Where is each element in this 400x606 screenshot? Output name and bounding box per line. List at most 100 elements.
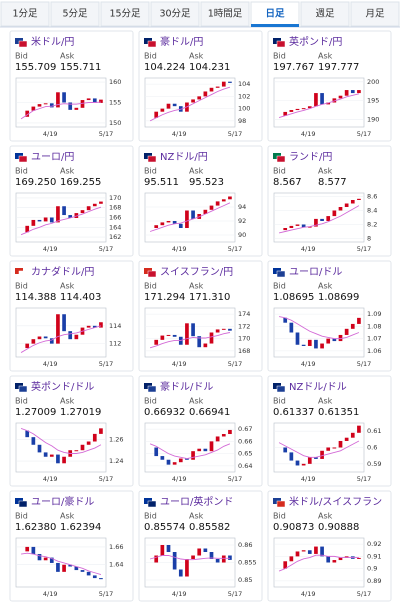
- candle-body: [326, 556, 331, 563]
- x-tick-label: 4/19: [43, 590, 58, 598]
- tab[interactable]: [300, 1, 350, 27]
- tab-label[interactable]: 月足: [365, 9, 385, 20]
- tab-underline: [251, 24, 299, 27]
- candle-body: [301, 224, 306, 228]
- candle-body: [228, 555, 232, 560]
- candle-body: [166, 103, 171, 109]
- ask-label: Ask: [318, 397, 333, 406]
- chart-frame: [144, 422, 236, 473]
- candle-body: [80, 100, 85, 108]
- pair-name[interactable]: NZドル/円: [160, 152, 208, 163]
- candle-body: [209, 205, 214, 210]
- candle-body: [56, 92, 60, 108]
- pair-name[interactable]: 米ドル/スイスフラン: [289, 495, 382, 508]
- tab-label[interactable]: 30分足: [159, 9, 191, 20]
- candle-body: [31, 546, 36, 555]
- pair-name[interactable]: ユーロ/ドル: [289, 267, 342, 278]
- tab[interactable]: [100, 1, 150, 27]
- tab[interactable]: [150, 1, 200, 27]
- candle-body: [25, 343, 30, 349]
- candle-body: [99, 201, 103, 204]
- y-tick-label: 8.2: [367, 221, 377, 229]
- bid-value: 0.85574: [144, 522, 185, 533]
- candle-body: [320, 450, 324, 459]
- y-tick-label: 172: [238, 322, 250, 330]
- candle-body: [31, 339, 36, 344]
- candle-body: [301, 108, 306, 110]
- ask-value: 0.61351: [318, 407, 359, 418]
- candle-body: [295, 551, 300, 557]
- pair-name[interactable]: 豪ドル/ドル: [160, 380, 213, 393]
- x-tick-label: 5/17: [228, 130, 243, 138]
- tab-label[interactable]: 5分足: [62, 9, 88, 20]
- x-tick-label: 5/17: [99, 360, 114, 368]
- candle-body: [307, 550, 312, 554]
- y-tick-label: 174: [238, 310, 250, 318]
- chart-frame: [144, 77, 236, 128]
- candle-body: [295, 224, 300, 226]
- bid-value: 1.62380: [15, 522, 56, 533]
- candle-body: [215, 86, 220, 88]
- bid-label: Bid: [15, 52, 28, 61]
- x-tick-label: 5/17: [228, 590, 243, 598]
- tab[interactable]: [350, 1, 400, 27]
- pair-name[interactable]: 英ポンド/円: [289, 35, 342, 48]
- tab-label[interactable]: 日足: [265, 9, 285, 20]
- candle-body: [166, 545, 171, 552]
- tab[interactable]: [0, 1, 50, 27]
- candle-body: [62, 564, 66, 572]
- bid-label: Bid: [144, 167, 157, 176]
- candle-body: [228, 196, 232, 200]
- y-tick-label: 100: [238, 105, 250, 113]
- bid-value: 114.388: [15, 292, 56, 303]
- candle-body: [344, 328, 349, 335]
- bid-value: 0.66932: [144, 407, 185, 418]
- y-tick-label: 200: [367, 78, 379, 86]
- tab-label[interactable]: 週足: [315, 8, 335, 20]
- pair-name[interactable]: ランド/円: [289, 151, 332, 163]
- candle-body: [197, 448, 202, 452]
- pair-name[interactable]: 英ポンド/ドル: [31, 380, 94, 393]
- pair-name[interactable]: 米ドル/円: [31, 35, 74, 48]
- pair-name[interactable]: カナダドル/円: [31, 265, 94, 278]
- tab-label[interactable]: 1分足: [12, 9, 38, 20]
- bid-value: 1.08695: [273, 292, 314, 303]
- tab[interactable]: [250, 1, 300, 27]
- x-tick-label: 5/17: [357, 590, 372, 598]
- candle-body: [68, 102, 73, 110]
- tab-label[interactable]: 1時間足: [208, 9, 243, 20]
- pair-name[interactable]: ユーロ/英ポンド: [160, 495, 233, 508]
- x-tick-label: 4/19: [172, 245, 187, 253]
- moving-average: [20, 101, 101, 120]
- tab[interactable]: [200, 1, 250, 27]
- ask-value: 1.62394: [60, 522, 101, 533]
- candle-body: [191, 451, 195, 460]
- candle-body: [332, 98, 337, 103]
- chart-frame: [144, 192, 236, 243]
- ask-value: 155.711: [60, 62, 101, 73]
- candle-body: [49, 103, 54, 108]
- y-tick-label: 1.26: [109, 435, 123, 443]
- tab-label[interactable]: 15分足: [109, 9, 141, 20]
- candle-body: [99, 428, 103, 434]
- candle-body: [209, 87, 214, 92]
- pair-name[interactable]: 豪ドル/円: [160, 35, 203, 48]
- pair-name[interactable]: ユーロ/円: [31, 152, 74, 163]
- candle-body: [289, 110, 294, 112]
- moving-average: [149, 332, 231, 349]
- y-tick-label: 0.86: [238, 541, 252, 549]
- candle-body: [178, 223, 183, 228]
- x-tick-label: 4/19: [301, 590, 316, 598]
- candle-body: [338, 557, 343, 561]
- candle-body: [314, 339, 318, 349]
- tab[interactable]: [50, 1, 100, 27]
- pair-name[interactable]: ユーロ/豪ドル: [31, 495, 94, 508]
- pair-name[interactable]: NZドル/ドル: [289, 382, 347, 393]
- moving-average: [278, 554, 359, 572]
- pair-name[interactable]: スイスフラン/円: [160, 266, 233, 278]
- candle-body: [49, 338, 54, 344]
- ask-value: 197.777: [318, 62, 359, 73]
- x-tick-label: 4/19: [172, 590, 187, 598]
- candle-body: [283, 111, 288, 116]
- candle-body: [215, 559, 220, 563]
